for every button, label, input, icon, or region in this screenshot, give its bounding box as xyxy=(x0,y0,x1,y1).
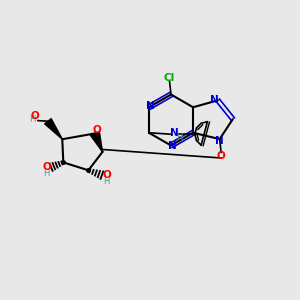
Text: O: O xyxy=(102,170,111,180)
Text: N: N xyxy=(215,136,224,146)
Text: O: O xyxy=(42,162,51,172)
Text: N: N xyxy=(146,101,155,111)
Text: O: O xyxy=(93,125,102,136)
Text: O: O xyxy=(30,111,39,121)
Text: H: H xyxy=(103,177,110,186)
Polygon shape xyxy=(45,118,62,139)
Text: H: H xyxy=(44,169,50,178)
Text: H: H xyxy=(176,133,182,142)
Polygon shape xyxy=(90,132,103,152)
Text: N: N xyxy=(170,128,179,138)
Text: N: N xyxy=(211,95,219,105)
Text: O: O xyxy=(217,151,226,160)
Text: N: N xyxy=(168,141,177,151)
Text: Cl: Cl xyxy=(164,73,175,83)
Text: H: H xyxy=(29,116,35,124)
